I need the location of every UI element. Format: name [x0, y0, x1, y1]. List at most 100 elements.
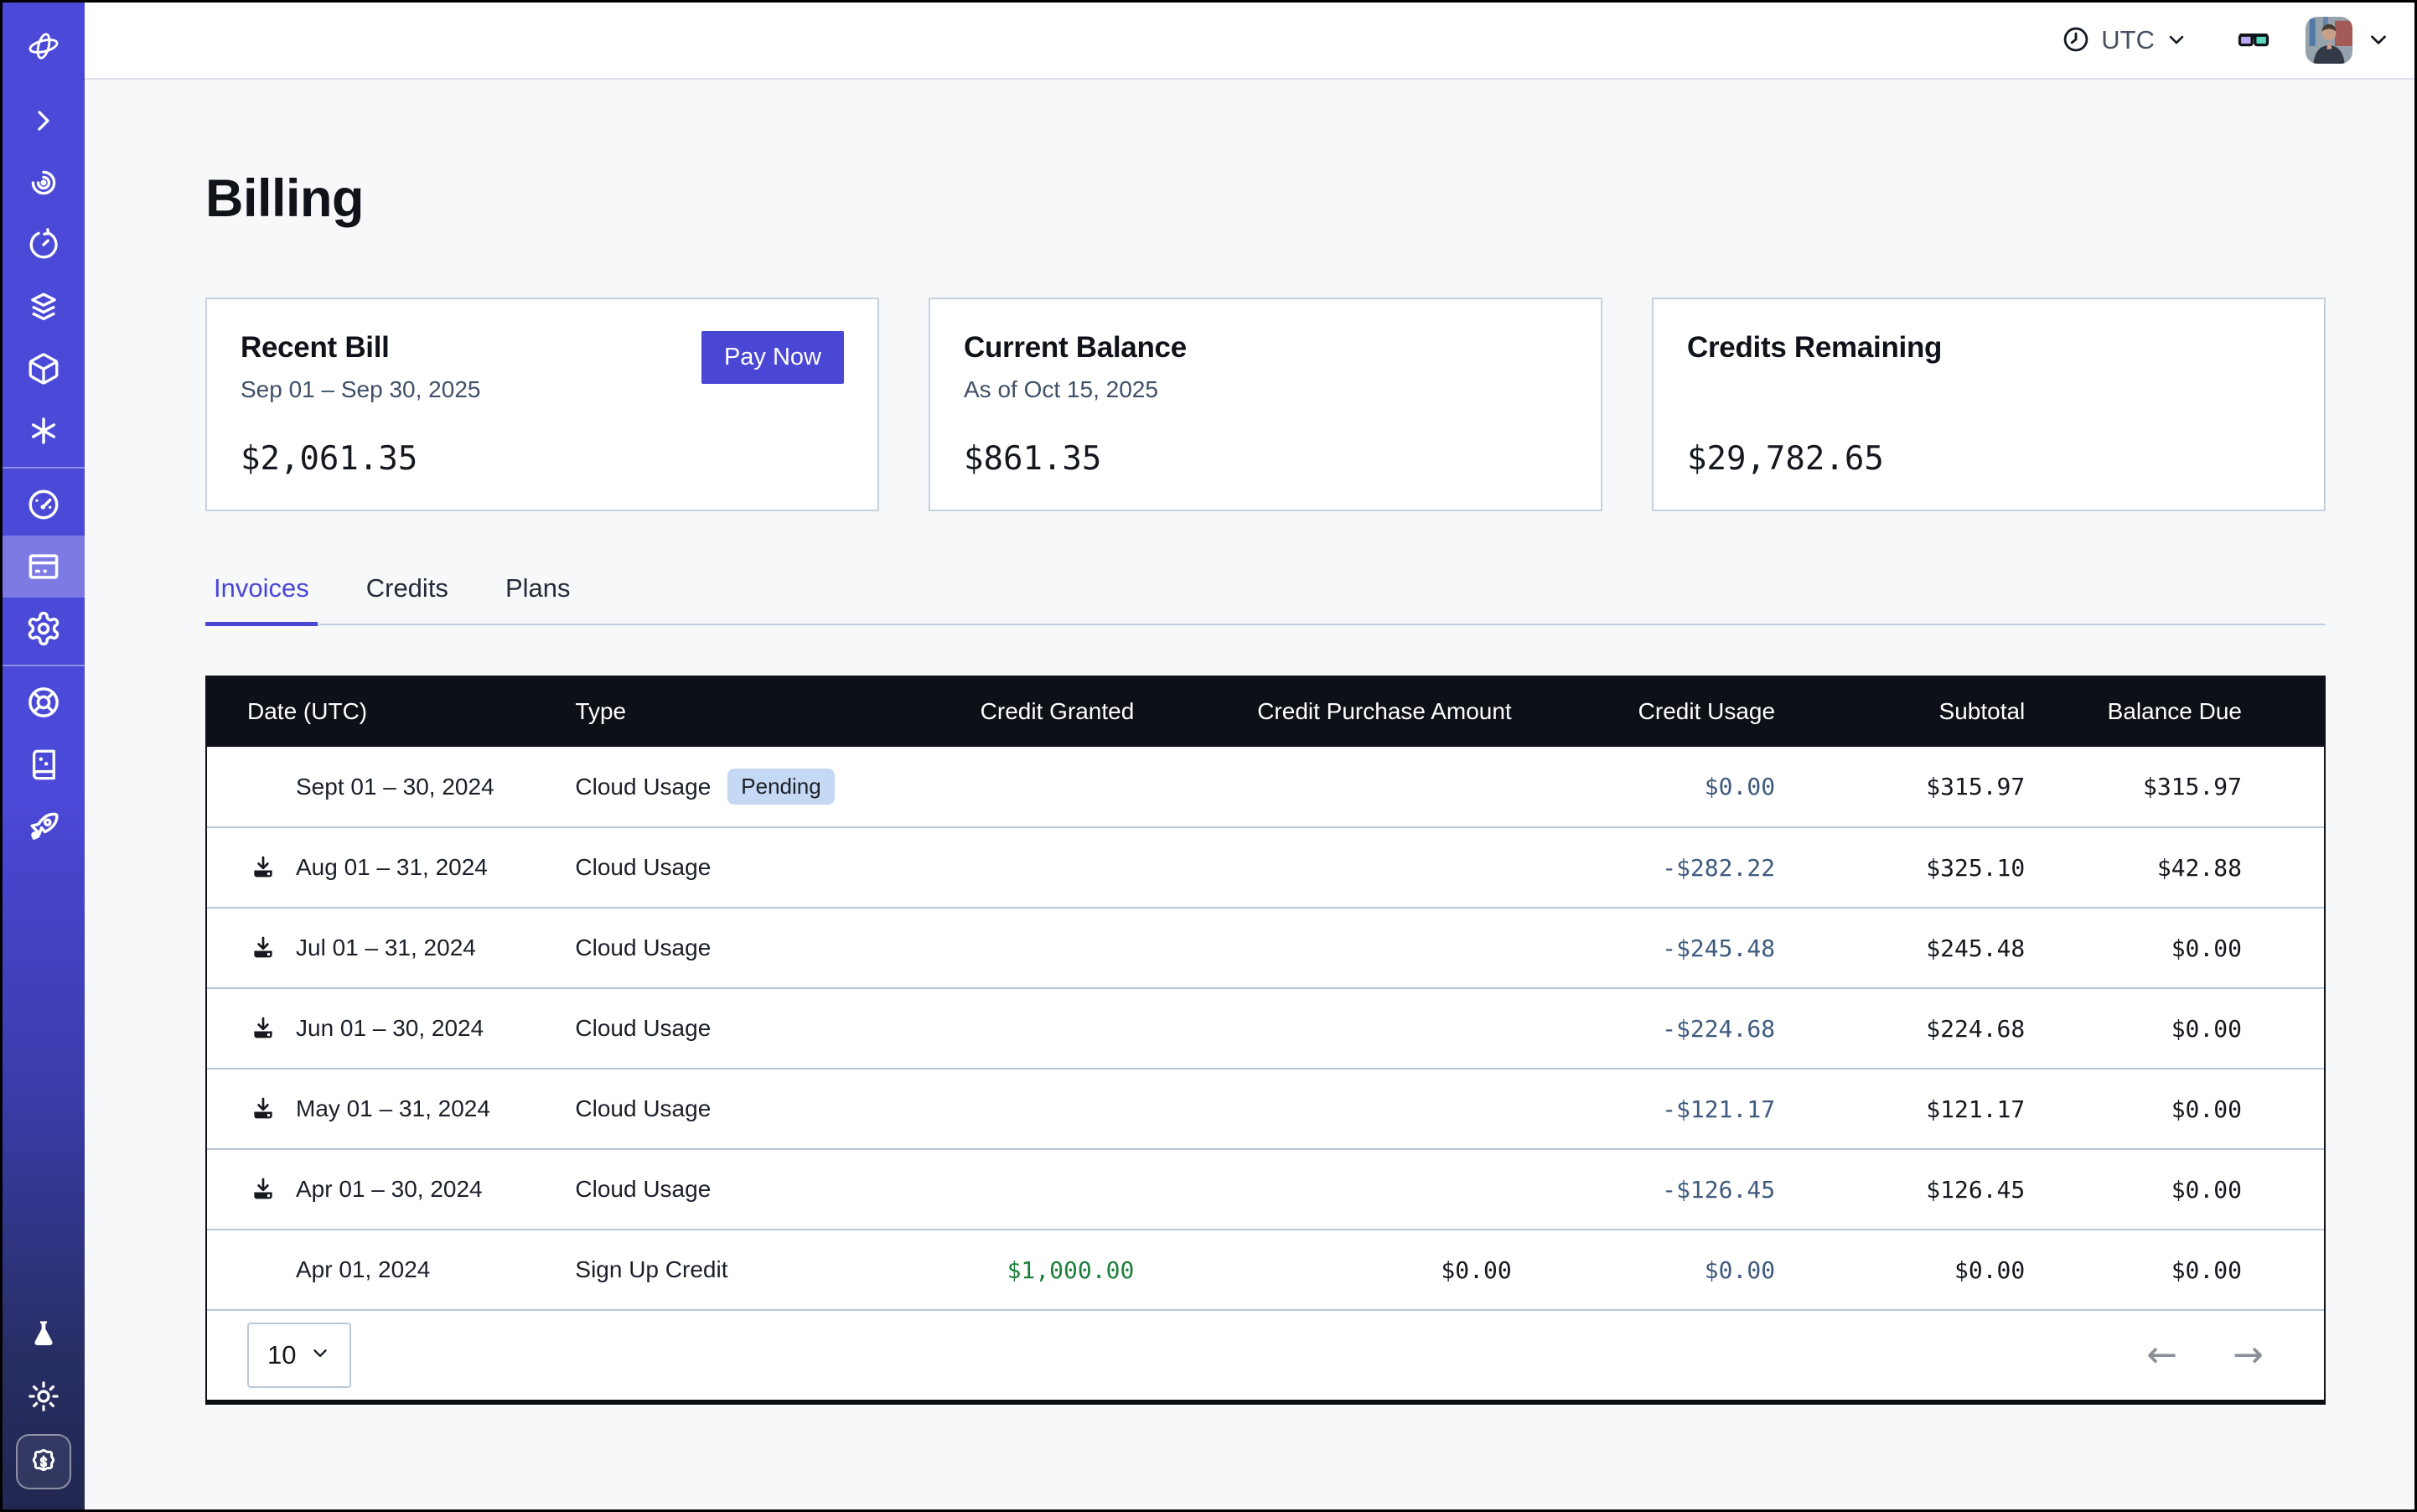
- download-placeholder: [247, 1254, 279, 1286]
- tab-plans[interactable]: Plans: [505, 573, 571, 603]
- table-row: Apr 01, 2024 Sign Up Credit $1,000.00 $0.00…: [207, 1230, 2324, 1311]
- dollar-badge-icon: [27, 1443, 60, 1481]
- column-header-credit-usage: Credit Usage: [1554, 676, 1819, 747]
- download-invoice-button[interactable]: [247, 1012, 279, 1044]
- balance-due-value: $42.88: [2068, 827, 2324, 909]
- download-invoice-button[interactable]: [247, 1173, 279, 1205]
- invoice-type-cell: Cloud Usage: [575, 1069, 910, 1150]
- invoice-date: Sept 01 – 30, 2024: [296, 773, 494, 800]
- card-subtitle: Sep 01 – Sep 30, 2025: [241, 376, 481, 402]
- sidebar-item-timer[interactable]: [3, 214, 85, 276]
- card-recent-bill: Recent Bill Sep 01 – Sep 30, 2025 Pay No…: [205, 298, 879, 511]
- app-logo[interactable]: [3, 3, 85, 90]
- credit-purchase-value: [1177, 747, 1555, 828]
- invoice-date: Apr 01, 2024: [296, 1256, 431, 1282]
- pay-now-button[interactable]: Pay Now: [701, 331, 844, 384]
- credit-purchase-value: [1177, 1069, 1555, 1150]
- gauge-icon: [25, 486, 62, 523]
- table-row: May 01 – 31, 2024 Cloud Usage -$121.17 $121…: [207, 1069, 2324, 1150]
- tab-credits[interactable]: Credits: [365, 573, 448, 603]
- invoice-date: May 01 – 31, 2024: [296, 1095, 490, 1121]
- user-menu-button[interactable]: [2366, 27, 2391, 54]
- column-header-balance-due: Balance Due: [2068, 676, 2324, 747]
- prev-page-button[interactable]: ←: [2146, 1333, 2178, 1376]
- invoice-date-cell: Aug 01 – 31, 2024: [207, 827, 576, 909]
- sidebar-item-settings[interactable]: [3, 598, 85, 660]
- sidebar-divider: [3, 467, 85, 469]
- rocket-icon: [25, 808, 62, 845]
- credit-granted-value: [909, 827, 1178, 909]
- timezone-selector[interactable]: UTC: [2061, 24, 2188, 57]
- page-size-select[interactable]: 10: [247, 1323, 352, 1388]
- invoice-table-body: Sept 01 – 30, 2024 Cloud Usage Pending $0.0…: [207, 747, 2324, 1311]
- sidebar-item-cli[interactable]: [3, 90, 85, 152]
- sidebar-item-launch[interactable]: [3, 795, 85, 857]
- card-title: Current Balance: [964, 331, 1187, 364]
- invoice-date-cell: Jun 01 – 30, 2024: [207, 988, 576, 1069]
- download-placeholder: [247, 771, 279, 803]
- sidebar-item-labs[interactable]: [3, 1303, 85, 1365]
- chevron-down-icon: [309, 1340, 331, 1370]
- subtotal-value: $0.00: [1818, 1230, 2069, 1311]
- table-row: Jun 01 – 30, 2024 Cloud Usage -$224.68 $224…: [207, 988, 2324, 1069]
- clock-icon: [2061, 24, 2091, 57]
- column-header-credit-purchase: Credit Purchase Amount: [1177, 676, 1555, 747]
- invoice-type-cell: Cloud Usage: [575, 1149, 910, 1230]
- asterisk-icon: [26, 413, 61, 448]
- cube-icon: [26, 351, 61, 386]
- invoice-date-cell: May 01 – 31, 2024: [207, 1069, 576, 1150]
- invoice-type-cell: Cloud Usage: [575, 908, 910, 989]
- credits-badge-button[interactable]: [16, 1434, 71, 1489]
- chevron-down-icon: [2165, 28, 2188, 54]
- balance-due-value: $0.00: [2068, 1069, 2324, 1150]
- invoice-type-cell: Sign Up Credit: [575, 1230, 910, 1311]
- column-header-credit-granted: Credit Granted: [909, 676, 1178, 747]
- 3d-glasses-icon: [2235, 21, 2272, 60]
- sidebar-item-asterisk[interactable]: [3, 400, 85, 462]
- credit-usage-value: -$282.22: [1554, 827, 1819, 909]
- chevron-down-icon: [2366, 27, 2391, 54]
- download-invoice-button[interactable]: [247, 852, 279, 883]
- download-invoice-button[interactable]: [247, 1093, 279, 1125]
- column-header-date: Date (UTC): [207, 676, 576, 747]
- credit-granted-value: [909, 1069, 1178, 1150]
- card-subtitle: As of Oct 15, 2025: [964, 376, 1158, 402]
- column-header-subtotal: Subtotal: [1818, 676, 2069, 747]
- sidebar-item-docs[interactable]: [3, 733, 85, 795]
- lifebuoy-icon: [25, 684, 62, 721]
- recent-bill-amount: $2,061.35: [241, 440, 418, 478]
- credit-usage-value: -$245.48: [1554, 908, 1819, 989]
- tab-invoices[interactable]: Invoices: [205, 573, 318, 626]
- invoice-date: Jun 01 – 30, 2024: [296, 1015, 484, 1041]
- sidebar-divider: [3, 665, 85, 666]
- main-content: Billing Recent Bill Sep 01 – Sep 30, 202…: [85, 81, 2414, 1509]
- table-row: Apr 01 – 30, 2024 Cloud Usage -$126.45 $126…: [207, 1149, 2324, 1230]
- view-mode-button[interactable]: [2235, 21, 2272, 60]
- status-badge: Pending: [727, 769, 835, 805]
- sidebar-item-dashboard[interactable]: [3, 474, 85, 536]
- subtotal-value: $325.10: [1818, 827, 2069, 909]
- credit-granted-value: [909, 908, 1178, 989]
- balance-due-value: $315.97: [2068, 747, 2324, 828]
- sidebar-item-theme[interactable]: [3, 1365, 85, 1427]
- sidebar-item-support[interactable]: [3, 671, 85, 733]
- sidebar-item-billing[interactable]: [3, 536, 85, 598]
- credit-purchase-value: $0.00: [1177, 1230, 1555, 1311]
- sidebar-item-layers[interactable]: [3, 276, 85, 338]
- next-page-button[interactable]: →: [2233, 1333, 2264, 1376]
- sidebar-item-spiral[interactable]: [3, 152, 85, 214]
- invoice-date-cell: Jul 01 – 31, 2024: [207, 908, 576, 989]
- credit-card-icon: [25, 548, 62, 585]
- credit-purchase-value: [1177, 908, 1555, 989]
- download-invoice-button[interactable]: [247, 932, 279, 964]
- credit-usage-value: -$121.17: [1554, 1069, 1819, 1150]
- spiral-icon: [26, 165, 61, 200]
- invoice-type: Sign Up Credit: [575, 1256, 728, 1282]
- timezone-label: UTC: [2101, 25, 2155, 54]
- invoice-date: Aug 01 – 31, 2024: [296, 854, 488, 880]
- page-size-value: 10: [267, 1340, 297, 1370]
- sidebar-item-cube[interactable]: [3, 338, 85, 400]
- card-title: Credits Remaining: [1687, 331, 1943, 364]
- avatar[interactable]: [2306, 17, 2352, 64]
- credits-remaining-amount: $29,782.65: [1687, 440, 1884, 478]
